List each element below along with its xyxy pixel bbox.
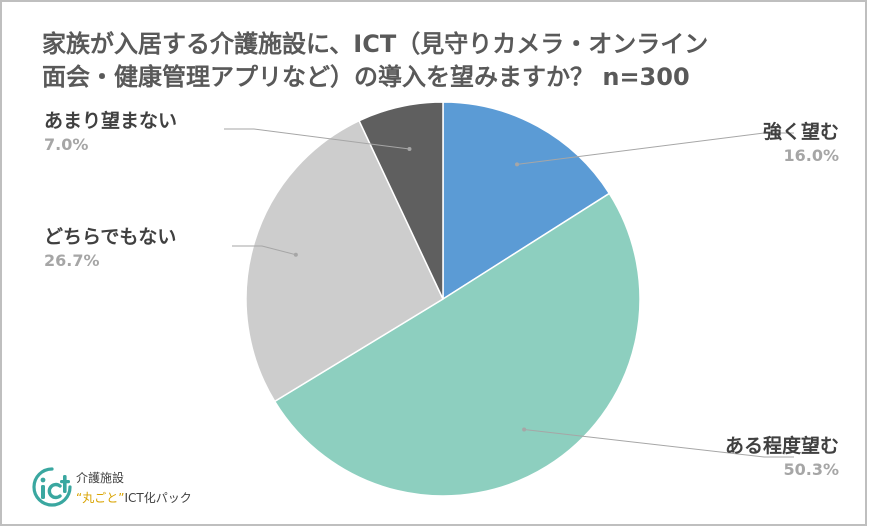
logo-open-quote: “ [76, 491, 83, 505]
slice-amari-nozomanai [358, 101, 444, 300]
slice-label-name: 強く望む [762, 121, 839, 143]
slice-tsuyoku-nozomu [442, 101, 611, 301]
logo-line-2-rest: ICT化パック [124, 491, 192, 505]
slice-label-pct: 50.3% [783, 460, 839, 479]
leader-line [524, 429, 794, 458]
logo-line-2: “丸ごと”ICT化パック [76, 490, 256, 506]
slice-label-name: どちらでもない [44, 226, 177, 248]
leader-line [516, 132, 794, 165]
chart-title: 家族が入居する介護施設に、ICT（見守りカメラ・オンライン 面会・健康管理アプリ… [42, 28, 842, 94]
leader-line [232, 245, 296, 256]
label-tsuyoku: 強く望む 16.0% [763, 121, 839, 166]
slice-aruteido-nozomu [273, 192, 641, 497]
logo-close-quote: ” [118, 491, 125, 505]
ict-logo-icon [32, 467, 72, 507]
leader-dot [293, 252, 298, 257]
pie-chart [224, 101, 794, 497]
slice-dochirademonai [245, 119, 444, 403]
slice-label-name: ある程度望む [724, 435, 839, 457]
leader-dot [407, 147, 412, 152]
slice-label-pct: 16.0% [783, 146, 839, 165]
logo-line-1: 介護施設 [76, 471, 125, 485]
leader-dot [515, 162, 520, 167]
label-yamari: あまり望まない 7.0% [44, 110, 177, 155]
slice-label-pct: 26.7% [44, 251, 100, 270]
leader-line [224, 128, 410, 150]
label-dochira: どちらでもない 26.7% [44, 226, 176, 271]
slice-label-name: あまり望まない [44, 110, 178, 132]
chart-title-line-2: 面会・健康管理アプリなど）の導入を望みますか？ n=300 [42, 63, 690, 91]
logo-marugoto: 丸ごと [82, 491, 119, 505]
label-arutei: ある程度望む 50.3% [725, 435, 839, 480]
slice-label-pct: 7.0% [44, 135, 89, 154]
leader-dot [522, 427, 527, 432]
ict-logo: 介護施設 “丸ごと”ICT化パック [30, 466, 192, 512]
chart-title-line-1: 家族が入居する介護施設に、ICT（見守りカメラ・オンライン [42, 30, 709, 58]
